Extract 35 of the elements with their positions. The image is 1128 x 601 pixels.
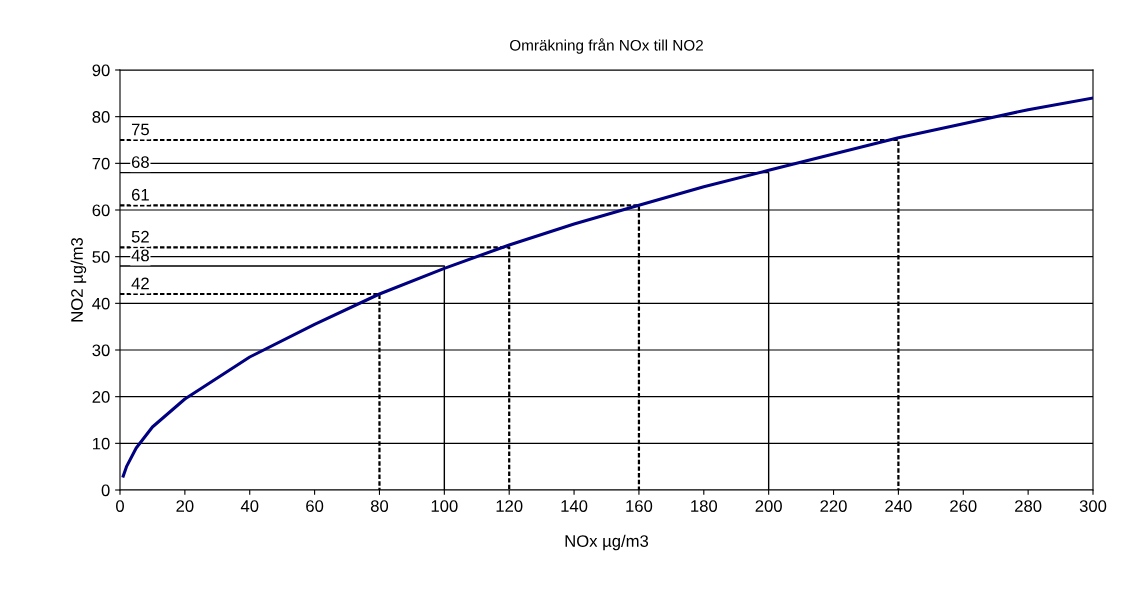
y-tick-label: 80 [92,111,110,123]
annotation: 48 [131,249,149,262]
y-axis-title: NO2 µg/m3 [70,237,87,322]
x-tick-label: 280 [1015,500,1042,512]
x-tick-label: 60 [306,500,324,512]
x-tick-label: 160 [626,500,653,512]
x-tick-label: 120 [496,500,523,512]
y-tick-label: 30 [92,344,110,357]
x-tick-label: 260 [950,500,977,512]
y-tick-label: 50 [92,251,110,263]
x-tick-label: 180 [691,500,718,512]
x-tick-label: 40 [240,500,259,512]
y-tick-label: 70 [92,157,110,170]
x-tick-label: 0 [116,500,124,512]
annotation: 75 [131,123,149,136]
chart-title: Omräkning från NOx till NO2 [510,38,703,54]
annotation: 61 [131,188,149,201]
y-tick-label: 20 [92,391,110,403]
x-tick-label: 20 [176,500,194,512]
x-tick-label: 80 [370,500,389,512]
x-tick-label: 140 [561,500,588,512]
annotation: 42 [131,277,149,290]
annotation: 68 [131,156,149,168]
y-tick-label: 0 [101,484,110,497]
x-tick-label: 200 [755,500,782,512]
x-tick-label: 240 [885,500,912,512]
x-tick-label: 220 [820,500,847,512]
x-tick-label: 300 [1079,500,1107,512]
y-tick-label: 60 [92,204,110,217]
y-tick-label: 40 [92,297,110,310]
y-tick-label: 10 [93,437,110,450]
x-tick-label: 100 [431,500,458,512]
y-tick-label: 90 [92,64,110,77]
x-axis-title: NOx µg/m3 [565,534,649,551]
annotation: 52 [131,230,149,243]
